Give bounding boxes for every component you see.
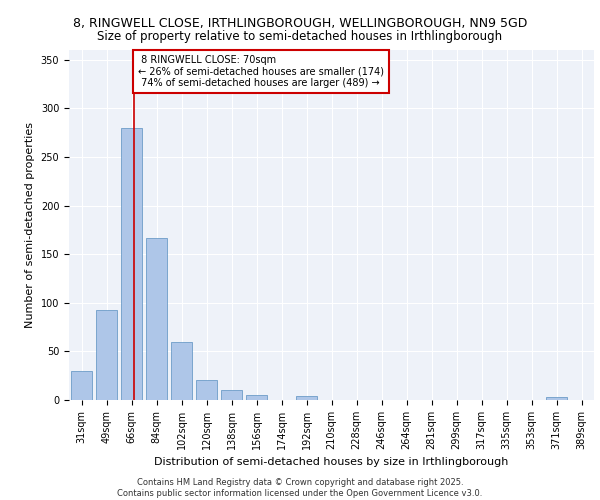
Bar [146,238,167,400]
Bar [246,395,267,400]
Text: 8 RINGWELL CLOSE: 70sqm 
← 26% of semi-detached houses are smaller (174)
 74% of: 8 RINGWELL CLOSE: 70sqm ← 26% of semi-de… [138,55,384,88]
Bar [96,310,117,400]
Bar [196,380,217,400]
Bar [71,371,92,400]
Text: 8, RINGWELL CLOSE, IRTHLINGBOROUGH, WELLINGBOROUGH, NN9 5GD: 8, RINGWELL CLOSE, IRTHLINGBOROUGH, WELL… [73,18,527,30]
Y-axis label: Number of semi-detached properties: Number of semi-detached properties [25,122,35,328]
Bar [546,397,567,400]
Text: Contains HM Land Registry data © Crown copyright and database right 2025.
Contai: Contains HM Land Registry data © Crown c… [118,478,482,498]
Text: Size of property relative to semi-detached houses in Irthlingborough: Size of property relative to semi-detach… [97,30,503,43]
Bar [221,390,242,400]
Bar [171,342,192,400]
Bar [296,396,317,400]
Bar [121,128,142,400]
X-axis label: Distribution of semi-detached houses by size in Irthlingborough: Distribution of semi-detached houses by … [154,458,509,468]
